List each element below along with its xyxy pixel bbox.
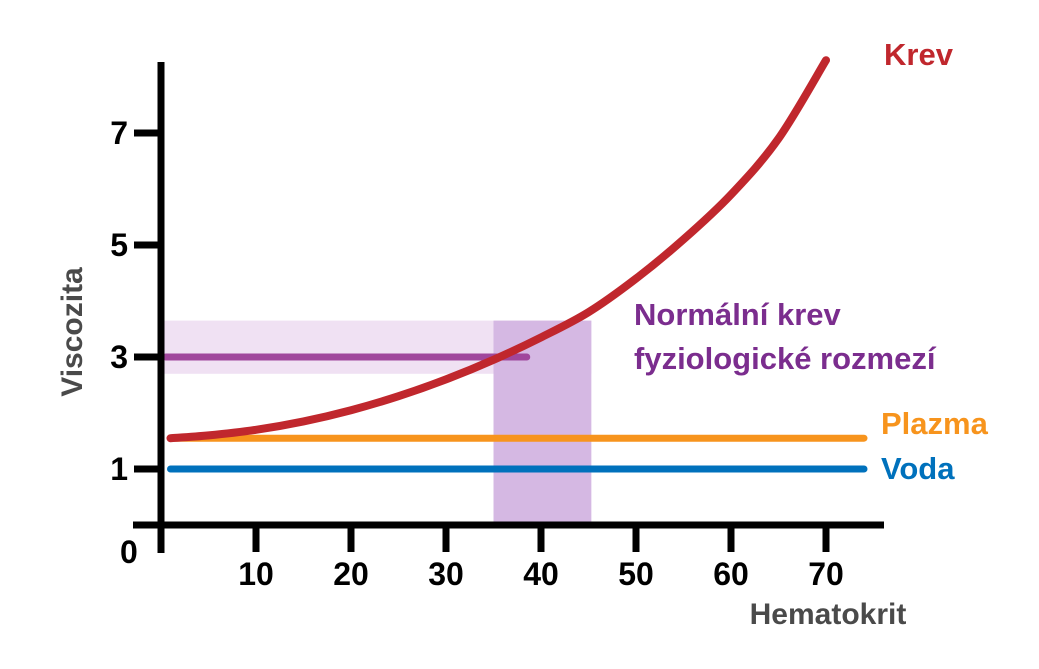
x-tick-label-60: 60 [713, 556, 749, 592]
x-tick-label-20: 20 [333, 556, 369, 592]
y-tick-label-7: 7 [110, 115, 128, 151]
series-line-krev [166, 56, 830, 443]
series-label-voda: Voda [881, 451, 955, 486]
series-label-plazma: Plazma [881, 406, 989, 441]
series-lines [166, 56, 868, 473]
x-tick-label-30: 30 [428, 556, 464, 592]
annotation-label-line-2: fyziologické rozmezí [634, 341, 937, 376]
x-tick-label-10: 10 [238, 556, 274, 592]
x-tick-label-70: 70 [808, 556, 844, 592]
y-tick-label-5: 5 [110, 227, 128, 263]
series-label-krev: Krev [884, 37, 954, 72]
origin-label: 0 [120, 534, 138, 570]
x-tick-label-50: 50 [618, 556, 654, 592]
annotation-label-line-1: Normální krev [634, 297, 842, 332]
y-tick-label-1: 1 [110, 451, 128, 487]
x-tick-label-40: 40 [523, 556, 559, 592]
normal-range-shading [161, 320, 592, 525]
x-axis-title: Hematokrit [750, 598, 907, 631]
y-axis-title: Viscozita [56, 267, 89, 397]
y-tick-label-3: 3 [110, 339, 128, 375]
ticks: 10 20 30 40 50 60 70 1 3 5 7 [110, 115, 844, 592]
